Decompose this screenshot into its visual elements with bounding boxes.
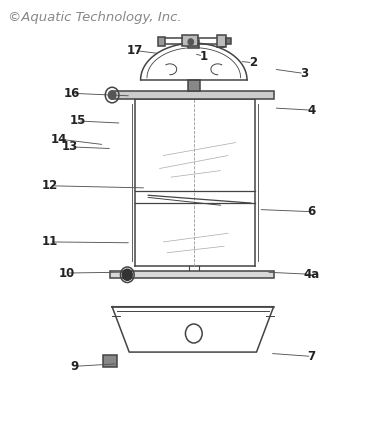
Bar [182, 35, 198, 46]
Text: 9: 9 [70, 360, 78, 373]
Text: 13: 13 [62, 140, 78, 153]
Text: 15: 15 [70, 114, 86, 127]
Text: 3: 3 [300, 67, 308, 80]
Text: 2: 2 [249, 56, 257, 69]
Text: 12: 12 [41, 179, 57, 192]
Text: 10: 10 [59, 267, 74, 280]
Text: 1: 1 [199, 50, 207, 63]
Text: 11: 11 [41, 235, 57, 248]
Text: ©Aquatic Technology, Inc.: ©Aquatic Technology, Inc. [8, 11, 181, 24]
Circle shape [108, 91, 116, 99]
Text: 17: 17 [127, 44, 143, 57]
Text: 7: 7 [307, 350, 316, 363]
Text: 16: 16 [64, 87, 81, 100]
Circle shape [122, 269, 132, 280]
Bar [158, 37, 165, 46]
Bar [110, 271, 274, 278]
Text: 14: 14 [51, 133, 67, 146]
Text: 4a: 4a [304, 268, 320, 281]
Text: 4: 4 [307, 104, 316, 117]
Bar [226, 38, 231, 44]
Bar [103, 355, 117, 367]
Circle shape [188, 39, 193, 45]
Bar [188, 80, 200, 91]
Bar [188, 40, 199, 48]
Bar [217, 35, 226, 47]
Text: 6: 6 [307, 205, 316, 218]
Bar [114, 91, 274, 99]
